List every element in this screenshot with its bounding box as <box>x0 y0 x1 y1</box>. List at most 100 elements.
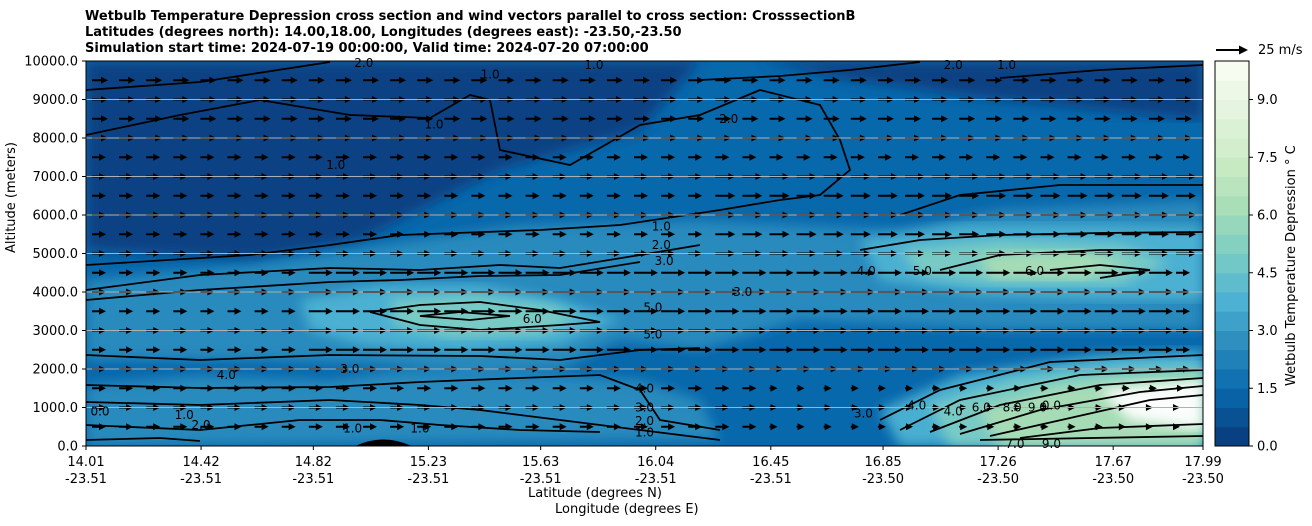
wind-vector <box>552 230 567 238</box>
wind-vector <box>146 346 161 354</box>
contour-labels: 1.01.01.02.0 1.02.02.0 1.01.02.03.03.04.0 5… <box>90 56 1061 451</box>
wind-vector <box>363 153 377 161</box>
wind-vector <box>959 346 984 354</box>
wind-vector <box>444 269 469 277</box>
wind-vector <box>661 192 676 200</box>
x-tick-label-lon: -23.50 <box>977 472 1019 487</box>
x-tick-label-lat: 14.01 <box>67 455 104 470</box>
wind-vector <box>1176 269 1190 277</box>
wind-vector <box>688 384 703 392</box>
wind-vector <box>796 423 805 431</box>
wind-vector <box>905 76 921 84</box>
contour-label: 1.0 <box>343 422 362 436</box>
wind-vector <box>444 76 461 84</box>
x-tick-label-lat: 16.04 <box>637 455 674 470</box>
wind-vector <box>606 153 621 161</box>
wind-vector <box>254 76 271 84</box>
wind-vector <box>92 76 108 84</box>
contour-label: 4.0 <box>907 399 926 413</box>
wind-vector <box>552 307 577 315</box>
wind-vector <box>1040 115 1057 123</box>
wind-vector <box>363 76 379 84</box>
y-tick-label: 7000.0 <box>33 170 79 185</box>
wind-vector <box>119 76 136 84</box>
contour-label: 0.0 <box>90 404 109 418</box>
wind-vector <box>92 269 106 277</box>
wind-vector <box>905 269 929 277</box>
wind-vector <box>417 423 432 431</box>
wind-vector <box>1067 269 1092 277</box>
wind-vector <box>769 192 790 200</box>
wind-vector <box>1013 115 1030 123</box>
wind-vector <box>227 346 242 354</box>
field-region <box>86 61 700 260</box>
wind-vector <box>1094 307 1119 315</box>
wind-vector <box>525 384 540 392</box>
x-tick-label-lon: -23.50 <box>1182 472 1224 487</box>
wind-vector <box>905 192 925 200</box>
wind-vector <box>363 269 387 277</box>
wind-vector <box>688 153 703 161</box>
colorbar-segment <box>1215 253 1249 274</box>
wind-vector <box>444 153 459 161</box>
wind-vector <box>769 307 794 315</box>
wind-vector <box>254 153 269 161</box>
wind-vector <box>1094 384 1103 392</box>
wind-vector <box>606 269 631 277</box>
wind-vector <box>823 423 832 431</box>
wind-vector <box>200 346 215 354</box>
wind-vector <box>986 115 1003 123</box>
wind-vector <box>254 423 269 431</box>
wind-vector <box>254 307 269 315</box>
wind-vector <box>1040 153 1055 161</box>
wind-vector <box>335 307 360 315</box>
wind-vector <box>173 346 188 354</box>
wind-vector <box>498 76 515 84</box>
wind-vector <box>227 230 242 238</box>
x-tick-label-lon: -23.51 <box>65 472 107 487</box>
title-line-2: Latitudes (degrees north): 14.00,18.00, … <box>85 25 682 40</box>
wind-vector <box>552 192 567 200</box>
wind-vector <box>363 115 379 123</box>
wind-vector <box>227 307 242 315</box>
wind-vector <box>634 115 650 123</box>
wind-vector <box>281 346 296 354</box>
contour-line <box>929 377 1204 433</box>
wind-vector <box>634 307 658 315</box>
wind-vector <box>1148 153 1163 161</box>
wind-vector <box>769 153 784 161</box>
wind-vector <box>715 153 730 161</box>
colorbar-segment <box>1215 272 1249 293</box>
x-tick-label-lat: 17.99 <box>1184 455 1221 470</box>
wind-vector <box>796 346 821 354</box>
wind-vector <box>769 76 786 84</box>
wind-vector <box>281 76 298 84</box>
contour-label: 3.0 <box>340 362 359 376</box>
wind-vector <box>742 192 763 200</box>
wind-vector <box>634 423 648 431</box>
wind-vector <box>877 115 894 123</box>
wind-vector <box>363 192 377 200</box>
wind-vector <box>579 269 604 277</box>
wind-vector <box>579 230 594 238</box>
wind-vector <box>146 269 161 277</box>
y-axis-label: Altitude (meters) <box>4 142 19 253</box>
wind-vector <box>119 230 134 238</box>
wind-vector <box>146 153 161 161</box>
contour-label: 0.0 <box>1042 399 1061 413</box>
wind-vector <box>1013 269 1038 277</box>
wind-vector <box>525 115 542 123</box>
wind-vector <box>634 76 650 84</box>
wind-vector <box>1013 423 1022 431</box>
wind-vector <box>932 230 953 238</box>
y-tick-label: 5000.0 <box>33 247 79 262</box>
wind-vector <box>877 76 894 84</box>
x-axis-label-latitude: Latitude (degrees N) <box>528 486 662 501</box>
wind-vector <box>823 76 840 84</box>
contour-label: 3.0 <box>655 254 674 268</box>
contour-line <box>85 61 331 91</box>
wind-vector <box>471 192 486 200</box>
wind-vector <box>579 384 594 392</box>
wind-vector <box>823 384 832 392</box>
wind-vector <box>281 153 296 161</box>
